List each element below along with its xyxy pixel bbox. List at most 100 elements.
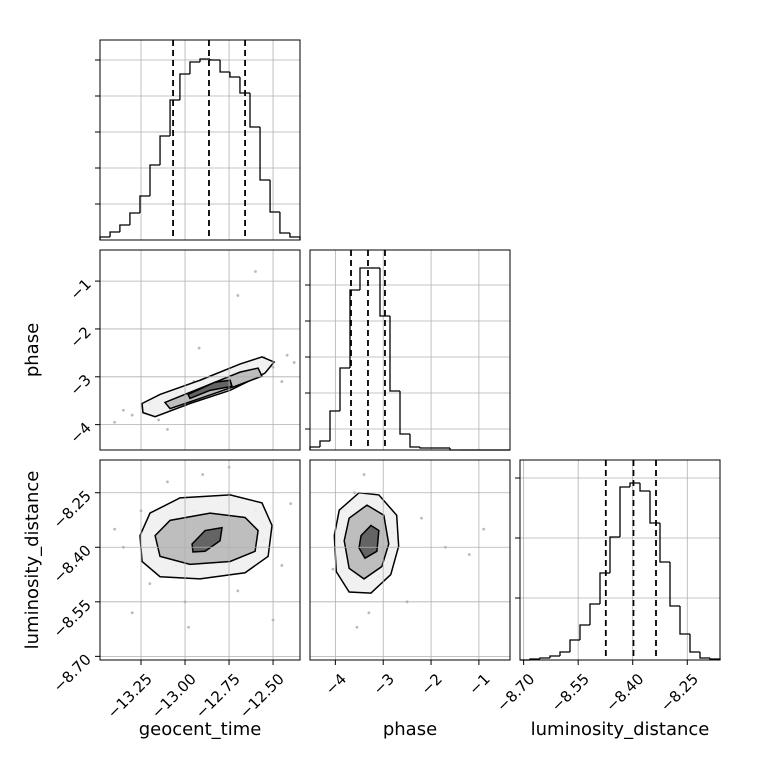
panel-frame — [309, 249, 511, 451]
sample-point — [197, 346, 201, 350]
sample-point — [130, 611, 134, 615]
histogram-step — [119, 224, 130, 232]
histogram-step — [559, 651, 570, 656]
histogram-step — [279, 212, 290, 234]
sample-point — [362, 473, 366, 476]
x-tick-label: −4 — [322, 670, 350, 698]
histogram-step — [569, 639, 580, 652]
histogram-step — [149, 164, 161, 196]
y-tick-label: −1 — [66, 275, 94, 303]
histogram-step — [159, 135, 171, 165]
histogram-step — [619, 486, 630, 537]
y-axis-label: luminosity_distance — [22, 471, 43, 650]
histogram-step — [609, 536, 620, 573]
histogram-step — [659, 523, 670, 563]
x-tick-label: −2 — [417, 670, 445, 698]
x-tick-label: −12.75 — [192, 670, 244, 722]
histogram-step — [129, 212, 140, 225]
panel-frame — [309, 459, 511, 661]
sample-point — [166, 480, 169, 484]
histogram-step — [349, 289, 360, 368]
histogram-step — [189, 61, 200, 74]
x-tick-label: −8.70 — [493, 670, 538, 715]
histogram-step — [409, 434, 420, 448]
y-tick-label: −2 — [66, 323, 94, 351]
histogram-step — [139, 195, 150, 213]
histogram-step — [269, 180, 280, 213]
y-axis-label: phase — [22, 323, 43, 377]
histogram-step — [629, 482, 640, 487]
histogram-step — [549, 655, 560, 658]
histogram-step — [579, 624, 590, 640]
sample-point — [285, 353, 289, 357]
sample-point — [482, 527, 486, 531]
sample-point — [355, 625, 359, 629]
panel-2 — [331, 455, 486, 629]
sample-point — [331, 567, 335, 571]
sample-point — [280, 380, 284, 383]
histogram-step — [179, 73, 190, 100]
histogram-step — [209, 59, 221, 61]
sample-point — [122, 408, 125, 412]
histogram-step — [289, 233, 301, 240]
histogram-step — [699, 652, 710, 659]
histogram-step — [329, 410, 340, 441]
sample-point — [130, 413, 134, 417]
x-tick-label: −8.25 — [657, 670, 702, 715]
histogram-step — [539, 657, 550, 659]
x-tick-label: −13.00 — [148, 670, 200, 722]
x-axis-label: luminosity_distance — [531, 719, 710, 740]
sample-point — [420, 516, 423, 520]
histogram-step — [249, 93, 261, 128]
histogram-step — [679, 606, 690, 635]
sample-point — [254, 270, 257, 273]
x-axis-label: geocent_time — [139, 719, 262, 740]
y-tick-label: −8.40 — [50, 541, 95, 586]
sample-point — [236, 294, 240, 297]
sample-point — [467, 553, 471, 556]
histogram-step — [599, 572, 610, 604]
x-axis-label: phase — [383, 719, 437, 740]
sample-point — [236, 589, 240, 593]
contour — [191, 526, 223, 553]
y-tick-label: −4 — [66, 419, 94, 447]
contour — [358, 524, 380, 560]
histogram-step — [339, 367, 350, 411]
panel-frame — [99, 39, 301, 241]
sample-point — [201, 473, 205, 476]
x-tick-label: −8.40 — [602, 670, 647, 715]
x-tick-label: −1 — [465, 670, 493, 698]
histogram-step — [169, 99, 180, 136]
x-tick-label: −8.55 — [548, 670, 593, 715]
histogram-step — [109, 231, 120, 237]
histogram-step — [379, 268, 390, 317]
sample-point — [289, 502, 293, 506]
sample-point — [113, 527, 117, 531]
sample-point — [370, 455, 373, 458]
histogram-step — [319, 440, 330, 447]
y-tick-label: −8.25 — [50, 487, 95, 532]
histogram-step — [359, 267, 370, 290]
y-tick-label: −8.55 — [50, 596, 95, 641]
sample-point — [166, 428, 169, 431]
x-tick-label: −13.25 — [104, 670, 156, 722]
panel-frame — [519, 459, 721, 661]
panel-1 — [113, 465, 293, 629]
contour — [187, 379, 234, 400]
x-tick-label: −3 — [370, 670, 398, 698]
histogram-step — [259, 127, 271, 181]
histogram-step — [589, 603, 600, 625]
sample-point — [113, 420, 117, 424]
histogram-step — [689, 634, 700, 653]
sample-point — [157, 418, 161, 422]
sample-point — [187, 625, 190, 629]
histogram-step — [229, 72, 240, 78]
y-tick-label: −8.70 — [50, 650, 95, 695]
histogram-step — [239, 77, 250, 94]
histogram-step — [199, 58, 211, 62]
panel-frame — [99, 459, 301, 661]
sample-point — [367, 611, 371, 615]
sample-point — [280, 564, 284, 567]
y-tick-label: −3 — [66, 371, 94, 399]
